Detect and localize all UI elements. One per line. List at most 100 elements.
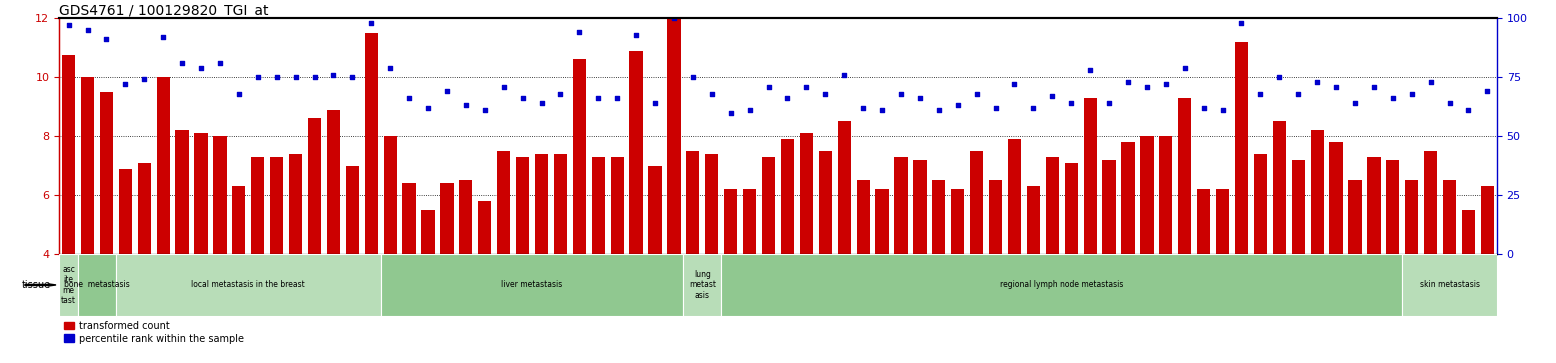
Point [1267,74,1291,80]
Point [605,95,630,101]
Point [339,74,364,80]
Point [1192,105,1217,111]
Bar [1046,157,1060,254]
Bar [496,151,510,254]
Bar [440,183,453,254]
Bar [1159,136,1172,254]
Bar [837,121,851,254]
Bar [1424,151,1438,254]
Bar [554,154,566,254]
Text: tissue: tissue [22,280,51,290]
Bar [686,151,700,254]
Bar [176,130,188,254]
Point [188,65,213,70]
Point [1285,91,1310,97]
Point [151,34,176,40]
Bar [1141,136,1153,254]
Bar [118,168,132,254]
Bar [1273,121,1285,254]
Bar [1235,42,1248,254]
Point [888,91,913,97]
Bar [705,154,719,254]
Bar [856,180,870,254]
Point [812,91,837,97]
Text: GDS4761 / 100129820_TGI_at: GDS4761 / 100129820_TGI_at [59,4,269,18]
Bar [137,163,151,254]
Point [983,105,1008,111]
Point [1002,81,1027,87]
Point [510,95,535,101]
Bar [251,157,265,254]
Bar [115,254,381,316]
Bar [1291,160,1305,254]
Point [302,74,327,80]
Point [661,15,686,21]
Point [1475,89,1500,94]
Text: regional lymph node metastasis: regional lymph node metastasis [1001,281,1123,289]
Point [1304,79,1329,85]
Bar [81,77,93,254]
Point [1380,95,1405,101]
Point [207,60,232,66]
Bar [932,180,946,254]
Bar [1197,189,1211,254]
Point [415,105,440,111]
Bar [722,254,1402,316]
Bar [364,33,378,254]
Point [1078,67,1103,73]
Bar [271,157,283,254]
Bar [573,60,587,254]
Bar [762,157,775,254]
Point [283,74,308,80]
Point [1058,100,1083,106]
Point [1456,107,1481,113]
Bar [1329,142,1343,254]
Bar [1254,154,1267,254]
Bar [1386,160,1399,254]
Point [1324,84,1349,90]
Point [775,95,800,101]
Bar [630,50,643,254]
Bar [157,77,170,254]
Bar [1463,210,1475,254]
Bar [1481,186,1494,254]
Bar [951,189,965,254]
Point [719,110,744,115]
Bar [724,189,738,254]
Bar [478,201,492,254]
Bar [800,133,812,254]
Bar [327,110,341,254]
Point [832,72,857,78]
Point [907,95,932,101]
Bar [1442,180,1456,254]
Bar [990,180,1002,254]
Point [643,100,668,106]
Point [227,91,252,97]
Text: bone  metastasis: bone metastasis [64,281,129,289]
Point [1248,91,1273,97]
Point [680,74,705,80]
Point [870,107,895,113]
Bar [969,151,983,254]
Point [1211,107,1235,113]
Point [473,107,498,113]
Point [624,32,649,37]
Bar [1103,160,1116,254]
Point [93,36,118,42]
Point [794,84,818,90]
Bar [403,183,415,254]
Point [1438,100,1463,106]
Point [529,100,554,106]
Point [1172,65,1197,70]
Point [851,105,876,111]
Bar [78,254,115,316]
Point [944,102,971,108]
Point [566,29,591,35]
Point [738,107,762,113]
Bar [1405,180,1419,254]
Bar [422,210,434,254]
Point [699,91,724,97]
Point [756,84,781,90]
Bar [668,18,680,254]
Point [75,27,100,33]
